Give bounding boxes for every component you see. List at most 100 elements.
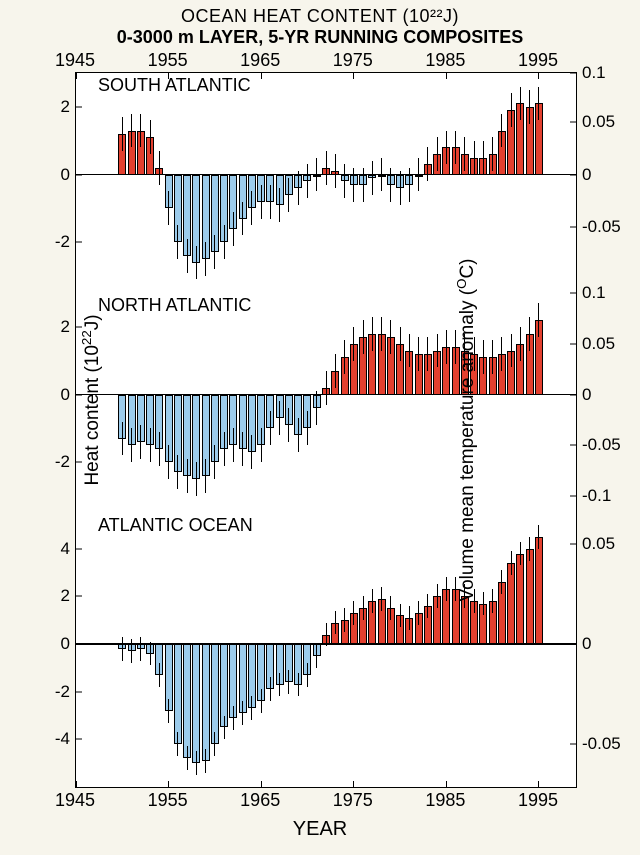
error-bar — [538, 87, 539, 121]
y-tick-left: 4 — [61, 539, 76, 559]
y-axis-label-right: Volume mean temperature anomaly (OC) — [454, 258, 479, 601]
title-block: OCEAN HEAT CONTENT (10²²J) 0-3000 m LAYE… — [0, 0, 640, 48]
error-bar — [122, 637, 123, 661]
error-bar — [150, 642, 151, 666]
bar — [183, 644, 191, 758]
error-bar — [159, 151, 160, 185]
error-bar — [279, 188, 280, 222]
error-bar — [501, 337, 502, 371]
y-tick-right: -0.05 — [576, 435, 621, 455]
bar — [516, 554, 524, 645]
error-bar — [520, 87, 521, 121]
error-bar — [279, 401, 280, 435]
title-line-1: OCEAN HEAT CONTENT (10²²J) — [0, 6, 640, 27]
error-bar — [140, 637, 141, 661]
bar — [526, 549, 534, 644]
error-bar — [187, 239, 188, 273]
error-bar — [344, 608, 345, 632]
error-bar — [400, 604, 401, 628]
y-tick-left: 2 — [61, 317, 76, 337]
error-bar — [196, 751, 197, 775]
error-bar — [307, 663, 308, 687]
y-tick-left: -2 — [55, 232, 76, 252]
error-bar — [196, 462, 197, 496]
x-tick-top: 1945 — [55, 50, 95, 71]
error-bar — [224, 225, 225, 259]
error-bar — [196, 246, 197, 280]
error-bar — [122, 117, 123, 151]
error-bar — [168, 699, 169, 723]
error-bar — [400, 171, 401, 205]
x-axis-label: YEAR — [0, 818, 640, 841]
error-bar — [437, 137, 438, 171]
error-bar — [455, 131, 456, 165]
error-bar — [233, 706, 234, 730]
bar — [507, 563, 515, 644]
error-bar — [205, 749, 206, 773]
error-bar — [409, 168, 410, 202]
error-bar — [372, 589, 373, 613]
error-bar — [501, 114, 502, 148]
error-bar — [131, 428, 132, 462]
error-bar — [483, 592, 484, 616]
error-bar — [390, 320, 391, 354]
error-bar — [381, 317, 382, 351]
error-bar — [538, 525, 539, 549]
error-bar — [150, 120, 151, 154]
error-bar — [363, 168, 364, 202]
error-bar — [418, 337, 419, 371]
error-bar — [242, 202, 243, 236]
x-tick-bottom: 1985 — [425, 790, 465, 811]
error-bar — [298, 418, 299, 452]
x-tick-bottom: 1955 — [148, 790, 188, 811]
y-tick-right: -0.05 — [576, 734, 621, 754]
error-bar — [437, 584, 438, 608]
error-bar — [529, 90, 530, 124]
y-tick-left: 2 — [61, 586, 76, 606]
y-tick-right: 0.1 — [576, 283, 606, 303]
error-bar — [214, 235, 215, 269]
error-bar — [251, 435, 252, 469]
error-bar — [242, 432, 243, 466]
error-bar — [363, 596, 364, 620]
error-bar — [242, 701, 243, 725]
error-bar — [492, 589, 493, 613]
error-bar — [288, 178, 289, 212]
panel-north-atlantic: NORTH ATLANTIC20-20.10.050-0.05-0.1 — [76, 293, 576, 513]
error-bar — [177, 455, 178, 489]
error-bar — [520, 327, 521, 361]
y-tick-left: -2 — [55, 682, 76, 702]
error-bar — [344, 164, 345, 198]
y-tick-right: 0.1 — [576, 63, 606, 83]
error-bar — [446, 330, 447, 364]
error-bar — [326, 371, 327, 405]
error-bar — [464, 137, 465, 171]
error-bar — [353, 601, 354, 625]
y-tick-left: 0 — [61, 634, 76, 654]
error-bar — [214, 445, 215, 479]
chart-page: OCEAN HEAT CONTENT (10²²J) 0-3000 m LAYE… — [0, 0, 640, 855]
y-tick-left: 0 — [61, 385, 76, 405]
error-bar — [131, 114, 132, 148]
error-bar — [483, 340, 484, 374]
error-bar — [159, 663, 160, 687]
x-tick-top: 1985 — [425, 50, 465, 71]
x-tick-top: 1975 — [333, 50, 373, 71]
bottom-x-axis: 194519551965197519851995 — [75, 790, 575, 814]
error-bar — [326, 151, 327, 185]
panel-area: SOUTH ATLANTIC20-20.10.050-0.05NORTH ATL… — [75, 72, 577, 788]
error-bar — [400, 327, 401, 361]
x-tick-top: 1965 — [240, 50, 280, 71]
y-tick-right: 0 — [576, 165, 591, 185]
error-bar — [224, 432, 225, 466]
error-bar — [538, 303, 539, 337]
error-bar — [390, 168, 391, 202]
error-bar — [353, 168, 354, 202]
error-bar — [261, 689, 262, 713]
error-bar — [492, 137, 493, 171]
x-tick-bottom: 1975 — [333, 790, 373, 811]
x-tick-top: 1995 — [518, 50, 558, 71]
error-bar — [233, 428, 234, 462]
error-bar — [131, 639, 132, 663]
bar — [174, 644, 182, 744]
